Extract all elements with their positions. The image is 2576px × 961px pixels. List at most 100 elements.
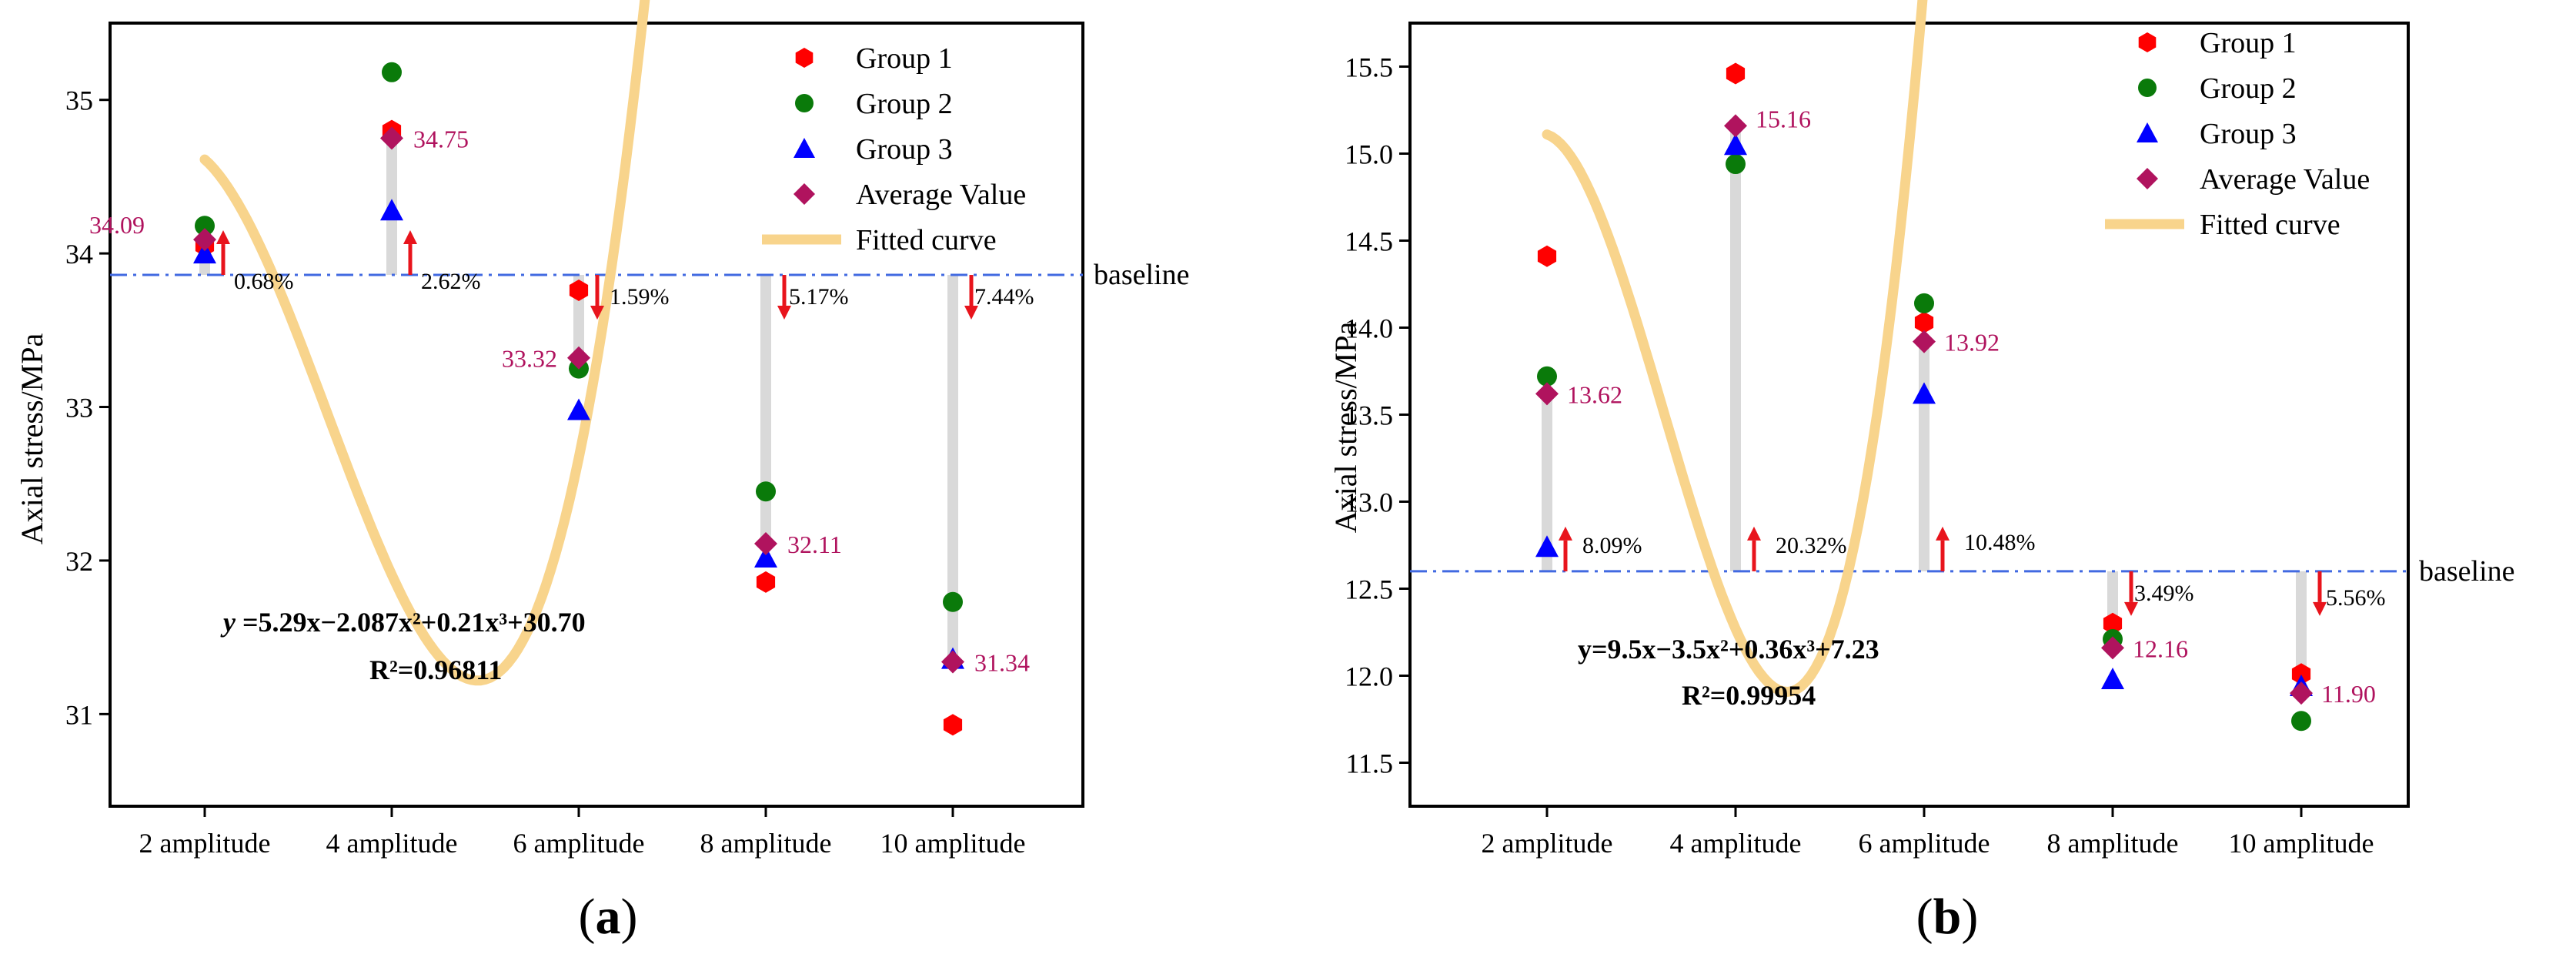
group-3-point bbox=[1724, 133, 1747, 156]
chart-panel-b: Axial stress/MPa 11.5 12.0 12.5 13.0 13.5 14.… bbox=[1328, 0, 2515, 945]
group-1-point bbox=[569, 280, 589, 301]
change-percent-label: 1.59% bbox=[610, 284, 670, 310]
range-bar bbox=[2296, 571, 2307, 694]
panel-label-letter: b bbox=[1933, 889, 1962, 945]
legend-marker bbox=[795, 94, 814, 112]
change-arrow bbox=[2313, 571, 2327, 616]
y-tick-label: 32 bbox=[65, 546, 93, 577]
y-tick-label: 13.0 bbox=[1345, 487, 1393, 518]
legend-marker bbox=[794, 138, 815, 158]
average-value-label: 12.16 bbox=[2133, 635, 2188, 662]
range-bar bbox=[1542, 393, 1552, 571]
r-squared-text: R²=0.99954 bbox=[1682, 680, 1816, 711]
group-2-point bbox=[382, 62, 402, 82]
fitted-curve bbox=[1542, 0, 1928, 697]
legend-marker bbox=[2137, 122, 2158, 142]
legend-label: Group 2 bbox=[2200, 72, 2297, 105]
panel-label: (b) bbox=[1916, 889, 1979, 945]
y-tick-label: 12.0 bbox=[1345, 661, 1393, 692]
change-arrow-head bbox=[590, 306, 604, 320]
group-2-point bbox=[1726, 154, 1746, 175]
change-percent-label: 5.17% bbox=[789, 284, 849, 310]
legend-label: Group 3 bbox=[856, 133, 953, 166]
y-tick-label: 14.5 bbox=[1345, 226, 1393, 257]
average-value-label: 13.62 bbox=[1567, 380, 1622, 408]
change-arrow bbox=[1559, 526, 1572, 571]
average-value-point bbox=[941, 650, 964, 674]
x-tick-label: 10 amplitude bbox=[2229, 828, 2374, 859]
group-2-point bbox=[2291, 711, 2311, 732]
group-1-point bbox=[943, 714, 963, 736]
change-percent-label: 3.49% bbox=[2134, 581, 2194, 606]
change-arrow-head bbox=[403, 230, 417, 245]
average-value-label: 31.34 bbox=[974, 649, 1030, 677]
average-value-point bbox=[193, 228, 216, 252]
change-arrow-head bbox=[964, 306, 978, 320]
legend-marker bbox=[794, 183, 815, 205]
y-tick-label: 33 bbox=[65, 393, 93, 424]
y-tick-label: 34 bbox=[65, 239, 93, 270]
average-value-point bbox=[1535, 382, 1559, 406]
fitted-curve bbox=[199, 0, 650, 686]
group-1-point bbox=[2103, 612, 2123, 635]
change-arrow bbox=[590, 275, 604, 320]
group-1-point bbox=[1537, 245, 1557, 267]
average-value-label: 13.92 bbox=[1944, 329, 2000, 357]
x-tick-label: 6 amplitude bbox=[1859, 828, 1990, 859]
x-tick-label: 4 amplitude bbox=[1670, 828, 1802, 859]
equation-text: y=9.5x−3.5x²+0.36x³+7.23 bbox=[1578, 634, 1879, 665]
change-arrow bbox=[403, 230, 417, 276]
legend-label: Average Value bbox=[856, 179, 1026, 211]
group-2-point bbox=[195, 216, 215, 236]
group-2-point bbox=[756, 481, 776, 502]
legend-marker bbox=[2137, 168, 2158, 189]
x-tick-label: 2 amplitude bbox=[1482, 828, 1613, 859]
change-arrow-head bbox=[216, 230, 230, 245]
group-3-point bbox=[1913, 382, 1936, 404]
change-percent-label: 5.56% bbox=[2326, 585, 2386, 611]
group-3-point bbox=[193, 242, 216, 264]
average-value-point bbox=[754, 532, 777, 556]
average-value-point bbox=[380, 126, 403, 150]
change-arrow bbox=[777, 275, 791, 320]
group-3-point bbox=[380, 199, 403, 221]
x-tick-label: 6 amplitude bbox=[513, 828, 645, 859]
y-tick-label: 14.0 bbox=[1345, 313, 1393, 344]
average-value-label: 15.16 bbox=[1756, 105, 1811, 132]
x-tick-label: 2 amplitude bbox=[139, 828, 271, 859]
group-3-point bbox=[754, 545, 777, 568]
change-arrow bbox=[1936, 526, 1950, 571]
change-percent-label: 20.32% bbox=[1776, 533, 1847, 558]
average-value-point bbox=[567, 346, 590, 370]
baseline-label: baseline bbox=[2419, 555, 2515, 588]
x-tick-label: 8 amplitude bbox=[2047, 828, 2179, 859]
average-value-label: 11.90 bbox=[2321, 680, 2376, 708]
average-value-label: 34.09 bbox=[89, 211, 145, 239]
y-tick-label: 35 bbox=[65, 85, 93, 116]
average-value-label: 34.75 bbox=[413, 126, 469, 153]
group-1-point bbox=[1914, 311, 1934, 333]
y-tick-label: 15.5 bbox=[1345, 52, 1393, 83]
y-tick-label: 13.5 bbox=[1345, 400, 1393, 431]
equation-text: y =5.29x−2.087x²+0.21x³+30.70 bbox=[220, 607, 586, 638]
chart-panel-a: Axial stress/MPa 31 32 33 34 35 2 amplitude 4 … bbox=[15, 0, 1190, 945]
change-arrow bbox=[216, 230, 230, 276]
legend-marker bbox=[2138, 32, 2157, 52]
change-arrow-head bbox=[1747, 526, 1761, 541]
legend-label: Average Value bbox=[2200, 163, 2370, 196]
x-tick-label: 10 amplitude bbox=[880, 828, 1026, 859]
y-axis-title: Axial stress/MPa bbox=[15, 333, 49, 545]
average-value-label: 32.11 bbox=[787, 531, 842, 558]
legend: Group 1 Group 2 Group 3 Average Value Fitted… bbox=[762, 42, 1026, 256]
y-tick-label: 11.5 bbox=[1345, 748, 1393, 779]
panel-label-letter: a bbox=[596, 889, 621, 945]
range-bar bbox=[760, 275, 771, 544]
group-1-point bbox=[756, 571, 776, 593]
y-tick-label: 15.0 bbox=[1345, 139, 1393, 170]
legend-label: Fitted curve bbox=[2200, 209, 2340, 241]
group-2-point bbox=[1537, 366, 1557, 387]
change-percent-label: 10.48% bbox=[1964, 530, 2036, 555]
y-axis-title: Axial stress/MPa bbox=[1328, 322, 1363, 534]
change-arrow-head bbox=[1559, 526, 1572, 541]
